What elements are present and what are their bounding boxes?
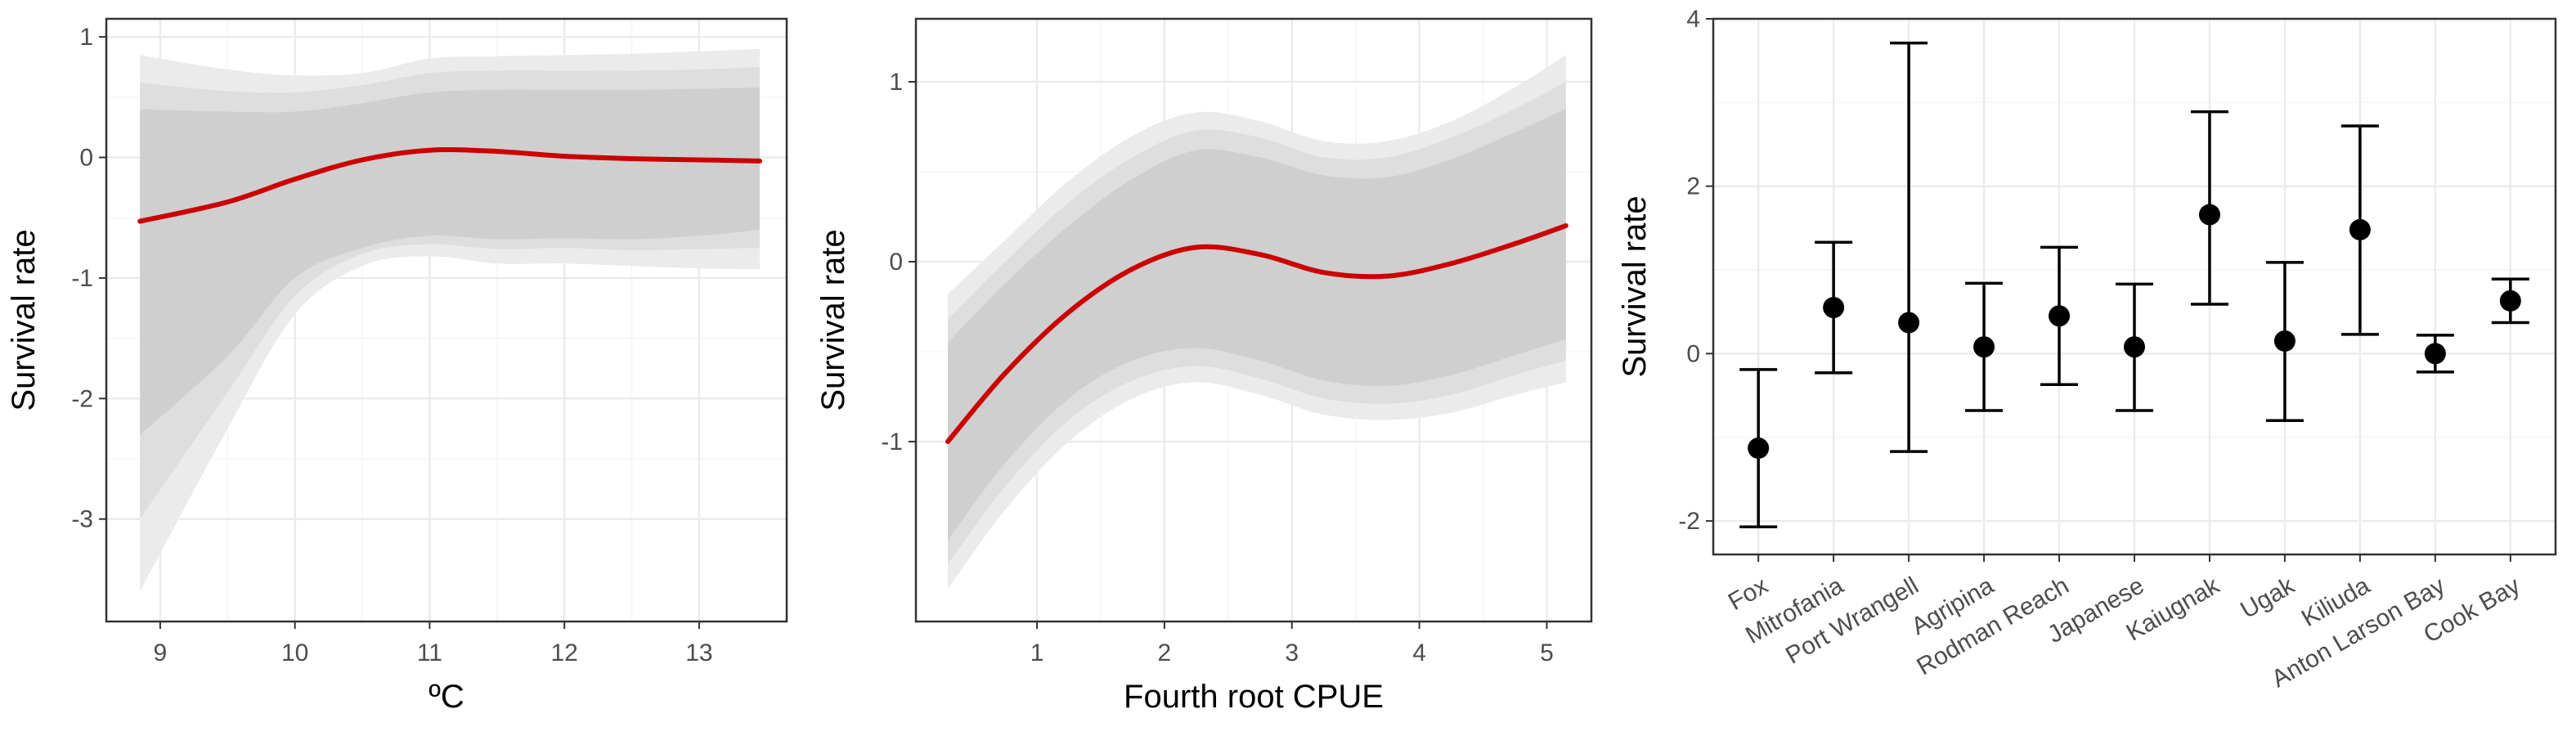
data-point: [2124, 336, 2145, 358]
y-axis-title: Survival rate: [1617, 195, 1653, 377]
x-tick-label: 11: [417, 640, 442, 666]
x-axis-title: Fourth root CPUE: [1124, 679, 1384, 715]
x-tick-label: 13: [685, 640, 712, 666]
data-point: [2198, 204, 2220, 226]
data-point: [2424, 343, 2446, 365]
data-point: [1823, 297, 1845, 319]
x-tick-label: 1: [1030, 640, 1044, 666]
x-tick-label: 12: [550, 640, 577, 666]
x-tick-label: 10: [281, 640, 308, 666]
data-point: [2273, 330, 2296, 352]
y-tick-label: -1: [71, 265, 93, 292]
x-tick-label: 4: [1412, 640, 1426, 666]
data-point: [2499, 289, 2521, 312]
confidence-band-inner: [140, 88, 760, 435]
y-tick-label: -1: [881, 429, 903, 456]
y-tick-label: 1: [79, 24, 93, 51]
y-tick-label: 0: [889, 249, 903, 276]
y-tick-label: -3: [71, 506, 93, 533]
data-point: [1748, 438, 1770, 460]
panel-border: [105, 17, 788, 623]
confidence-band-inner: [948, 109, 1566, 541]
y-tick-label: 0: [79, 145, 93, 172]
x-tick-label: Ugak: [2236, 572, 2300, 624]
panel-border: [1712, 17, 2557, 556]
y-tick-label: 4: [1686, 6, 1700, 33]
data-point: [2049, 305, 2071, 327]
data-point: [1898, 312, 1920, 334]
y-axis-title: Survival rate: [815, 229, 851, 411]
x-tick-label: Fox: [1724, 572, 1773, 616]
y-axis-title: Survival rate: [6, 229, 42, 411]
data-point: [2349, 218, 2371, 240]
y-tick-label: 2: [1686, 173, 1700, 200]
data-point: [1973, 336, 1995, 358]
y-tick-label: 1: [889, 69, 903, 96]
x-tick-label: 5: [1540, 640, 1554, 666]
y-tick-label: 0: [1686, 340, 1700, 367]
fitted-line: [137, 146, 762, 224]
y-tick-label: -2: [1678, 508, 1700, 535]
panel-border: [914, 17, 1593, 623]
x-axis-title: ºC: [429, 679, 464, 715]
y-tick-label: -2: [71, 385, 93, 412]
x-tick-label: 9: [154, 640, 168, 666]
fitted-line: [945, 223, 1568, 444]
x-tick-label: 2: [1158, 640, 1172, 666]
panel-2: 1 0 -1 1 2 3 4 5 Fourth root CPUE Survival rate: [815, 17, 1593, 715]
x-tick-label: 3: [1285, 640, 1299, 666]
